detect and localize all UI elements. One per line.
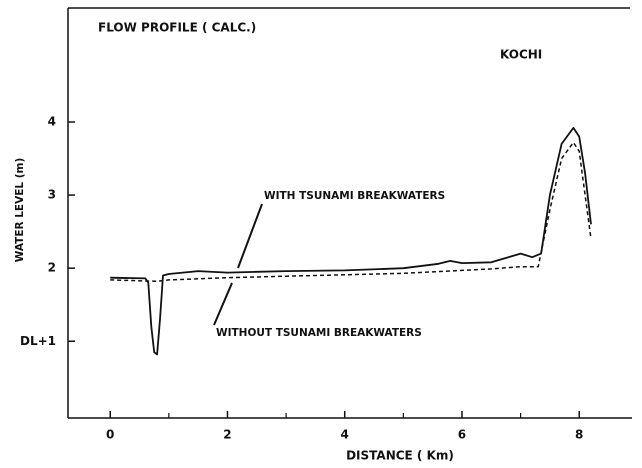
y-tick-label: DL+1 (20, 334, 56, 348)
x-tick-label: 6 (458, 428, 466, 442)
chart-subtitle: KOCHI (500, 48, 542, 62)
x-tick-label: 2 (223, 428, 231, 442)
series-line (110, 127, 592, 356)
chart-title: FLOW PROFILE ( CALC.) (98, 21, 256, 35)
x-tick-label: 4 (341, 428, 349, 442)
y-tick-label: 2 (48, 261, 56, 275)
annotation-arrow (237, 203, 263, 269)
y-tick-label: 4 (48, 115, 56, 129)
x-tick-label: 8 (575, 428, 583, 442)
y-tick-label: 3 (48, 188, 56, 202)
x-axis-label: DISTANCE ( Km) (346, 449, 454, 463)
series-annotation: WITH TSUNAMI BREAKWATERS (264, 190, 445, 202)
y-axis-label: WATER LEVEL (m) (14, 158, 26, 263)
series-line (110, 141, 592, 283)
x-tick-label: 0 (106, 428, 114, 442)
annotation-arrow (213, 282, 233, 326)
series-annotation: WITHOUT TSUNAMI BREAKWATERS (216, 327, 422, 339)
